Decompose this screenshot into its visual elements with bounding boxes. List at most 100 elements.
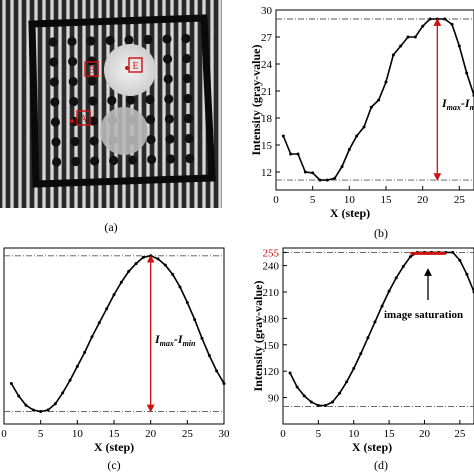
data-point — [75, 364, 79, 368]
data-point — [17, 394, 21, 398]
data-point — [387, 289, 391, 293]
calibration-dot — [183, 113, 193, 124]
data-point — [450, 22, 454, 26]
calibration-dot — [49, 57, 59, 67]
y-tick-label: 30 — [261, 5, 273, 17]
data-point — [443, 17, 447, 21]
calibration-dot — [145, 114, 155, 125]
marker-box-b — [84, 61, 99, 77]
data-point — [377, 98, 381, 102]
data-point — [302, 394, 306, 398]
data-point — [421, 24, 425, 28]
y-tick-label: 27 — [261, 32, 273, 44]
calibration-dot — [87, 76, 97, 86]
y-ticks-b: 12 15 18 21 24 27 30 — [261, 5, 280, 179]
data-point — [408, 255, 412, 259]
calibration-dot — [88, 116, 98, 126]
data-point — [355, 134, 359, 138]
calibration-dot — [87, 56, 97, 66]
data-point — [331, 400, 335, 404]
y-tick-label: 21 — [261, 86, 272, 98]
calibration-dot — [128, 155, 138, 165]
calibration-dot — [183, 93, 193, 104]
y-tick-label: 210 — [263, 287, 280, 299]
data-point — [46, 408, 50, 412]
data-point — [435, 17, 439, 21]
x-tick-label: 5 — [38, 428, 44, 440]
data-point — [465, 71, 469, 75]
x-tick-label: 25 — [182, 428, 194, 440]
data-point — [399, 44, 403, 48]
calibration-dot — [182, 73, 192, 84]
caption-b: (b) — [374, 226, 388, 240]
x-tick-label: 20 — [145, 428, 157, 440]
data-point — [97, 321, 101, 325]
data-point — [9, 382, 13, 386]
data-point — [303, 170, 307, 174]
y-tick-label: 240 — [263, 261, 280, 273]
calibration-dot — [89, 136, 99, 146]
data-point — [200, 336, 204, 340]
x-ticks-b: 0 5 10 15 20 25 — [273, 186, 465, 206]
plot-frame-c — [3, 247, 225, 425]
calibration-dot — [124, 35, 134, 45]
data-point — [428, 17, 432, 21]
x-axis-label-d: X (step) — [352, 440, 392, 454]
calibration-dot — [51, 137, 61, 147]
data-point — [318, 178, 322, 182]
calibration-dot — [185, 153, 195, 164]
y-tick-label: 150 — [263, 340, 280, 352]
data-point — [391, 53, 395, 57]
marker-box-a — [76, 110, 91, 126]
panel-d: 90 120 150 180 210 240 255 0 5 10 15 20 25 image sa… — [251, 247, 474, 472]
data-point — [333, 176, 337, 180]
calibration-dot — [145, 94, 155, 105]
x-axis-label-c: X (step) — [94, 440, 134, 454]
marker-label-b: B — [88, 65, 95, 76]
calibration-dot — [48, 37, 58, 47]
x-tick-label: 15 — [384, 428, 396, 440]
white-disk-upper — [104, 44, 156, 96]
intensity-curve-c — [10, 254, 225, 413]
calibration-dot — [164, 114, 174, 124]
y-tick-label: 24 — [261, 59, 273, 71]
x-tick-label: 25 — [454, 428, 466, 440]
x-tick-label: 15 — [381, 194, 393, 206]
x-axis-label-b: X (step) — [330, 206, 370, 220]
x-tick-label: 10 — [344, 194, 356, 206]
data-point — [359, 352, 363, 356]
data-point — [61, 391, 65, 395]
data-point — [345, 380, 349, 384]
panel-b: 12 15 18 21 24 27 30 0 5 10 15 20 25 Imax-Im Intens… — [249, 5, 474, 240]
y-axis-label-b: Intensity (gray-value) — [249, 45, 263, 156]
data-point — [178, 285, 182, 289]
x-tick-label: 5 — [310, 194, 316, 206]
data-point — [295, 385, 299, 389]
data-point — [53, 402, 57, 406]
saturation-label: image saturation — [384, 309, 463, 321]
data-point — [309, 400, 313, 404]
calibration-dot — [166, 154, 176, 164]
data-point — [141, 255, 145, 259]
data-point — [311, 171, 315, 175]
data-point — [207, 353, 211, 357]
calibration-dot — [163, 54, 173, 64]
panel-c: 0 5 10 15 20 25 30 Imax-Imin X (step) (c) — [1, 247, 230, 472]
white-disk-lower — [100, 107, 148, 155]
data-point — [24, 403, 28, 407]
calibration-dot — [147, 154, 157, 165]
marker-point-e — [125, 66, 129, 70]
reference-lines-d — [283, 251, 474, 407]
marker-box-e — [128, 57, 143, 73]
x-ticks-c: 0 5 10 15 20 25 30 — [1, 420, 230, 440]
data-point — [394, 276, 398, 280]
y-tick-label: 120 — [263, 366, 280, 378]
data-point — [119, 280, 123, 284]
data-point — [68, 378, 72, 382]
calibration-dot — [126, 95, 136, 105]
y-tick-label: 255 — [263, 247, 280, 259]
data-point — [156, 257, 160, 261]
data-point — [127, 269, 131, 273]
